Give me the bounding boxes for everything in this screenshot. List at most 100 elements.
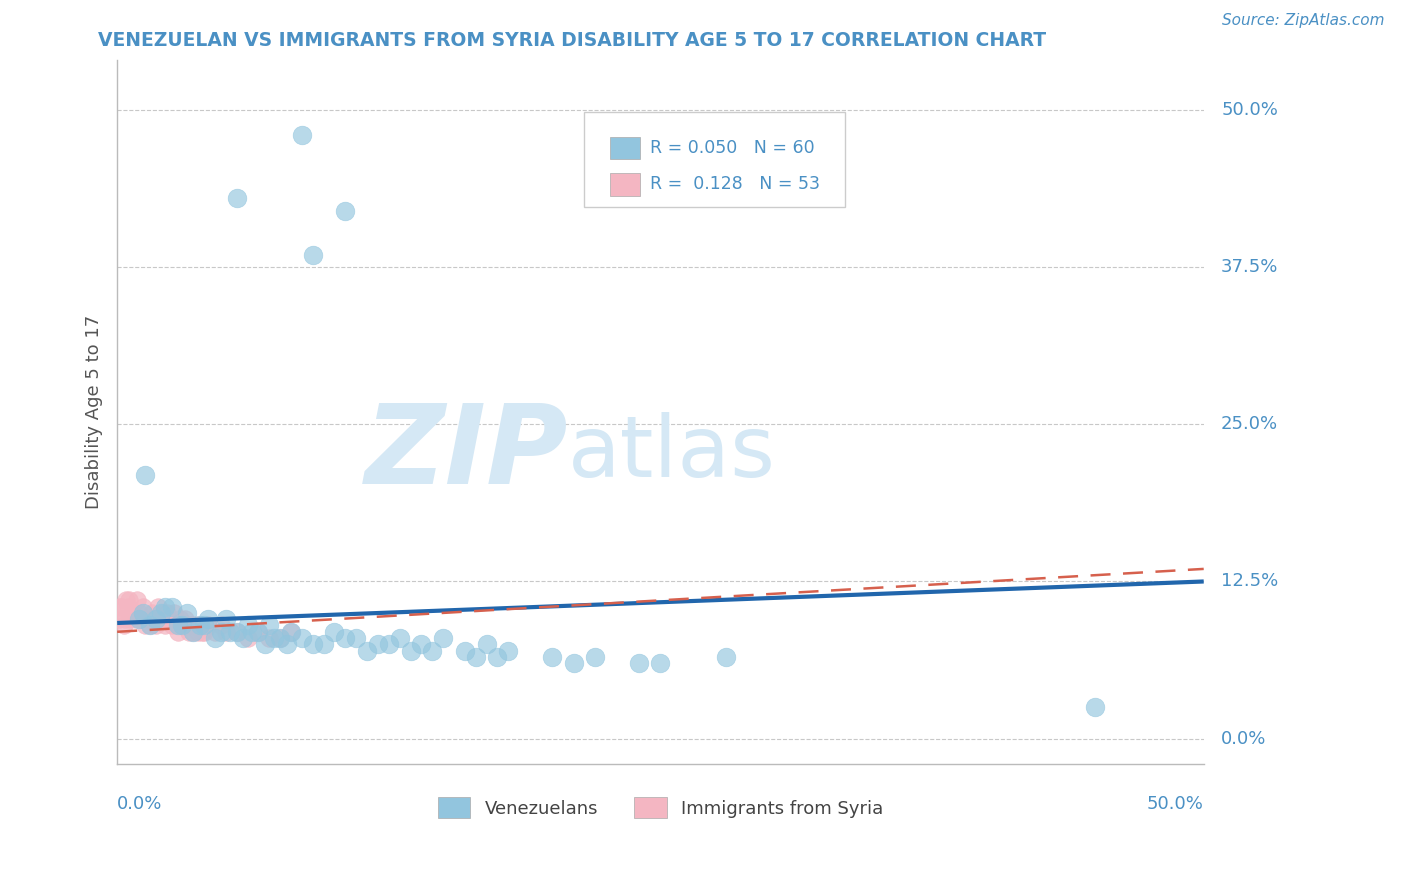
FancyBboxPatch shape	[585, 112, 845, 208]
Text: R =  0.128   N = 53: R = 0.128 N = 53	[650, 175, 820, 194]
Point	[148, 599, 170, 614]
Point	[335, 203, 357, 218]
Point	[167, 624, 190, 639]
Point	[110, 599, 132, 614]
Point	[335, 631, 357, 645]
Point	[344, 631, 367, 645]
Point	[181, 624, 204, 639]
Point	[176, 606, 198, 620]
Point	[188, 618, 211, 632]
Point	[215, 612, 238, 626]
Point	[180, 618, 202, 632]
Point	[225, 624, 247, 639]
Point	[128, 606, 150, 620]
Point	[117, 599, 139, 614]
Point	[165, 618, 187, 632]
Point	[247, 624, 270, 639]
Point	[236, 618, 259, 632]
Point	[378, 637, 401, 651]
Point	[259, 618, 281, 632]
Point	[291, 128, 314, 142]
Point	[276, 637, 298, 651]
Point	[291, 631, 314, 645]
Point	[225, 624, 247, 639]
Point	[259, 631, 281, 645]
Point	[132, 606, 155, 620]
Point	[172, 618, 194, 632]
Point	[128, 612, 150, 626]
Point	[169, 612, 191, 626]
Point	[152, 606, 174, 620]
Point	[269, 631, 291, 645]
Text: R = 0.050   N = 60: R = 0.050 N = 60	[650, 139, 814, 157]
Point	[232, 631, 254, 645]
Point	[114, 612, 136, 626]
Point	[253, 637, 276, 651]
Point	[187, 624, 209, 639]
Text: 50.0%: 50.0%	[1147, 796, 1204, 814]
Point	[193, 624, 215, 639]
Point	[211, 624, 233, 639]
Point	[184, 618, 207, 632]
Point	[498, 643, 520, 657]
Point	[112, 618, 135, 632]
Point	[204, 624, 226, 639]
Point	[367, 637, 389, 651]
Point	[280, 624, 302, 639]
Point	[121, 606, 143, 620]
Text: atlas: atlas	[568, 412, 776, 495]
Point	[125, 593, 148, 607]
Point	[562, 657, 585, 671]
Point	[464, 649, 486, 664]
Point	[193, 618, 215, 632]
Point	[215, 624, 238, 639]
Point	[356, 643, 378, 657]
Point	[219, 624, 242, 639]
Point	[156, 606, 179, 620]
Text: Source: ZipAtlas.com: Source: ZipAtlas.com	[1222, 13, 1385, 29]
Point	[191, 624, 214, 639]
Point	[399, 643, 422, 657]
Legend: Venezuelans, Immigrants from Syria: Venezuelans, Immigrants from Syria	[430, 790, 890, 825]
Text: VENEZUELAN VS IMMIGRANTS FROM SYRIA DISABILITY AGE 5 TO 17 CORRELATION CHART: VENEZUELAN VS IMMIGRANTS FROM SYRIA DISA…	[98, 31, 1046, 50]
Point	[134, 618, 156, 632]
Text: 37.5%: 37.5%	[1220, 258, 1278, 277]
Point	[134, 467, 156, 482]
FancyBboxPatch shape	[610, 173, 640, 195]
Point	[388, 631, 411, 645]
Point	[188, 618, 211, 632]
Text: 0.0%: 0.0%	[117, 796, 163, 814]
Point	[627, 657, 650, 671]
Point	[301, 247, 323, 261]
Point	[475, 637, 498, 651]
Point	[323, 624, 346, 639]
Point	[132, 599, 155, 614]
Point	[211, 618, 233, 632]
Point	[145, 618, 167, 632]
Point	[108, 612, 131, 626]
Point	[177, 624, 200, 639]
Point	[149, 606, 172, 620]
Point	[280, 624, 302, 639]
Point	[172, 618, 194, 632]
Y-axis label: Disability Age 5 to 17: Disability Age 5 to 17	[86, 315, 103, 508]
Point	[143, 612, 166, 626]
Point	[197, 612, 219, 626]
Point	[141, 606, 163, 620]
Text: 50.0%: 50.0%	[1220, 101, 1278, 119]
Point	[160, 618, 183, 632]
Point	[173, 612, 195, 626]
Point	[115, 593, 138, 607]
Point	[176, 618, 198, 632]
Point	[167, 618, 190, 632]
Point	[129, 612, 152, 626]
Point	[411, 637, 433, 651]
Point	[540, 649, 562, 664]
Point	[124, 612, 146, 626]
Point	[432, 631, 454, 645]
Point	[236, 631, 259, 645]
Point	[139, 618, 162, 632]
Point	[454, 643, 477, 657]
Point	[110, 599, 132, 614]
Point	[312, 637, 335, 651]
